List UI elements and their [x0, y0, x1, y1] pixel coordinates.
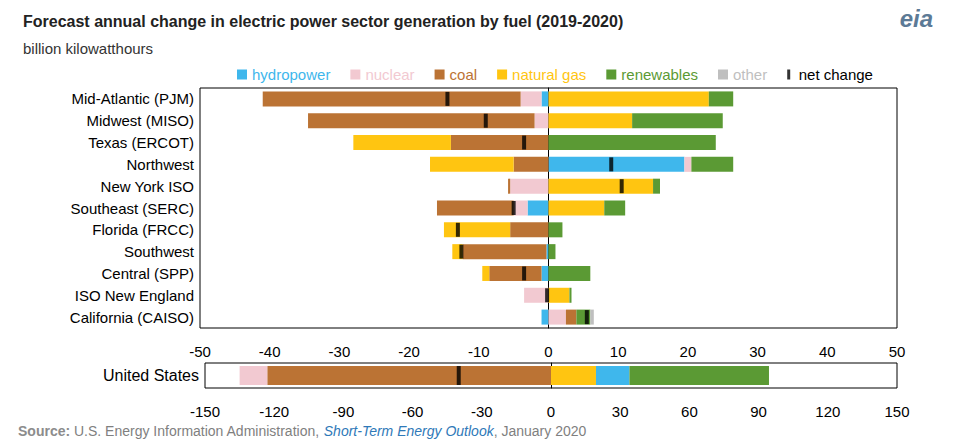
svg-text:Mid-Atlantic (PJM): Mid-Atlantic (PJM) — [71, 90, 194, 107]
svg-text:150: 150 — [884, 403, 909, 420]
svg-text:Southeast (SERC): Southeast (SERC) — [71, 200, 194, 217]
svg-text:nuclear: nuclear — [365, 66, 414, 83]
svg-text:natural gas: natural gas — [512, 66, 586, 83]
svg-text:-50: -50 — [189, 343, 211, 360]
svg-text:10: 10 — [610, 343, 627, 360]
svg-text:Florida (FRCC): Florida (FRCC) — [92, 221, 194, 238]
svg-text:Short-Term Energy Outlook: Short-Term Energy Outlook — [324, 423, 495, 439]
svg-text:Northwest: Northwest — [126, 156, 194, 173]
svg-text:, January 2020: , January 2020 — [494, 423, 587, 439]
svg-text:-60: -60 — [402, 403, 424, 420]
svg-text:-40: -40 — [259, 343, 281, 360]
svg-text:renewables: renewables — [621, 66, 698, 83]
svg-text:hydropower: hydropower — [252, 66, 330, 83]
svg-text:-150: -150 — [190, 403, 220, 420]
svg-text:-30: -30 — [329, 343, 351, 360]
svg-text:120: 120 — [815, 403, 840, 420]
svg-text:California (CAISO): California (CAISO) — [70, 309, 194, 326]
svg-text:-30: -30 — [471, 403, 493, 420]
svg-text:0: 0 — [547, 403, 555, 420]
svg-text:Forecast annual change in elec: Forecast annual change in electric power… — [23, 13, 623, 30]
svg-text:Central (SPP): Central (SPP) — [101, 265, 194, 282]
svg-text:Texas (ERCOT): Texas (ERCOT) — [88, 134, 194, 151]
svg-text:-120: -120 — [259, 403, 289, 420]
svg-text:ISO New England: ISO New England — [75, 287, 194, 304]
svg-text:Source:: Source: — [18, 423, 70, 439]
svg-text:United States: United States — [103, 367, 199, 384]
svg-text:0: 0 — [544, 343, 552, 360]
svg-text:other: other — [733, 66, 767, 83]
svg-text:U.S. Energy Information Admini: U.S. Energy Information Administration, — [70, 423, 323, 439]
svg-text:net change: net change — [799, 66, 873, 83]
svg-text:eia: eia — [900, 5, 933, 32]
svg-text:billion kilowatthours: billion kilowatthours — [23, 40, 153, 57]
svg-text:50: 50 — [889, 343, 906, 360]
svg-text:coal: coal — [450, 66, 478, 83]
svg-text:Southwest: Southwest — [124, 243, 195, 260]
svg-text:-10: -10 — [468, 343, 490, 360]
svg-text:-90: -90 — [333, 403, 355, 420]
svg-text:90: 90 — [750, 403, 767, 420]
svg-text:60: 60 — [681, 403, 698, 420]
svg-text:30: 30 — [612, 403, 629, 420]
svg-text:-20: -20 — [398, 343, 420, 360]
svg-text:New York ISO: New York ISO — [101, 178, 194, 195]
svg-text:40: 40 — [819, 343, 836, 360]
svg-text:20: 20 — [680, 343, 697, 360]
svg-text:Midwest (MISO): Midwest (MISO) — [86, 112, 194, 129]
svg-text:30: 30 — [749, 343, 766, 360]
